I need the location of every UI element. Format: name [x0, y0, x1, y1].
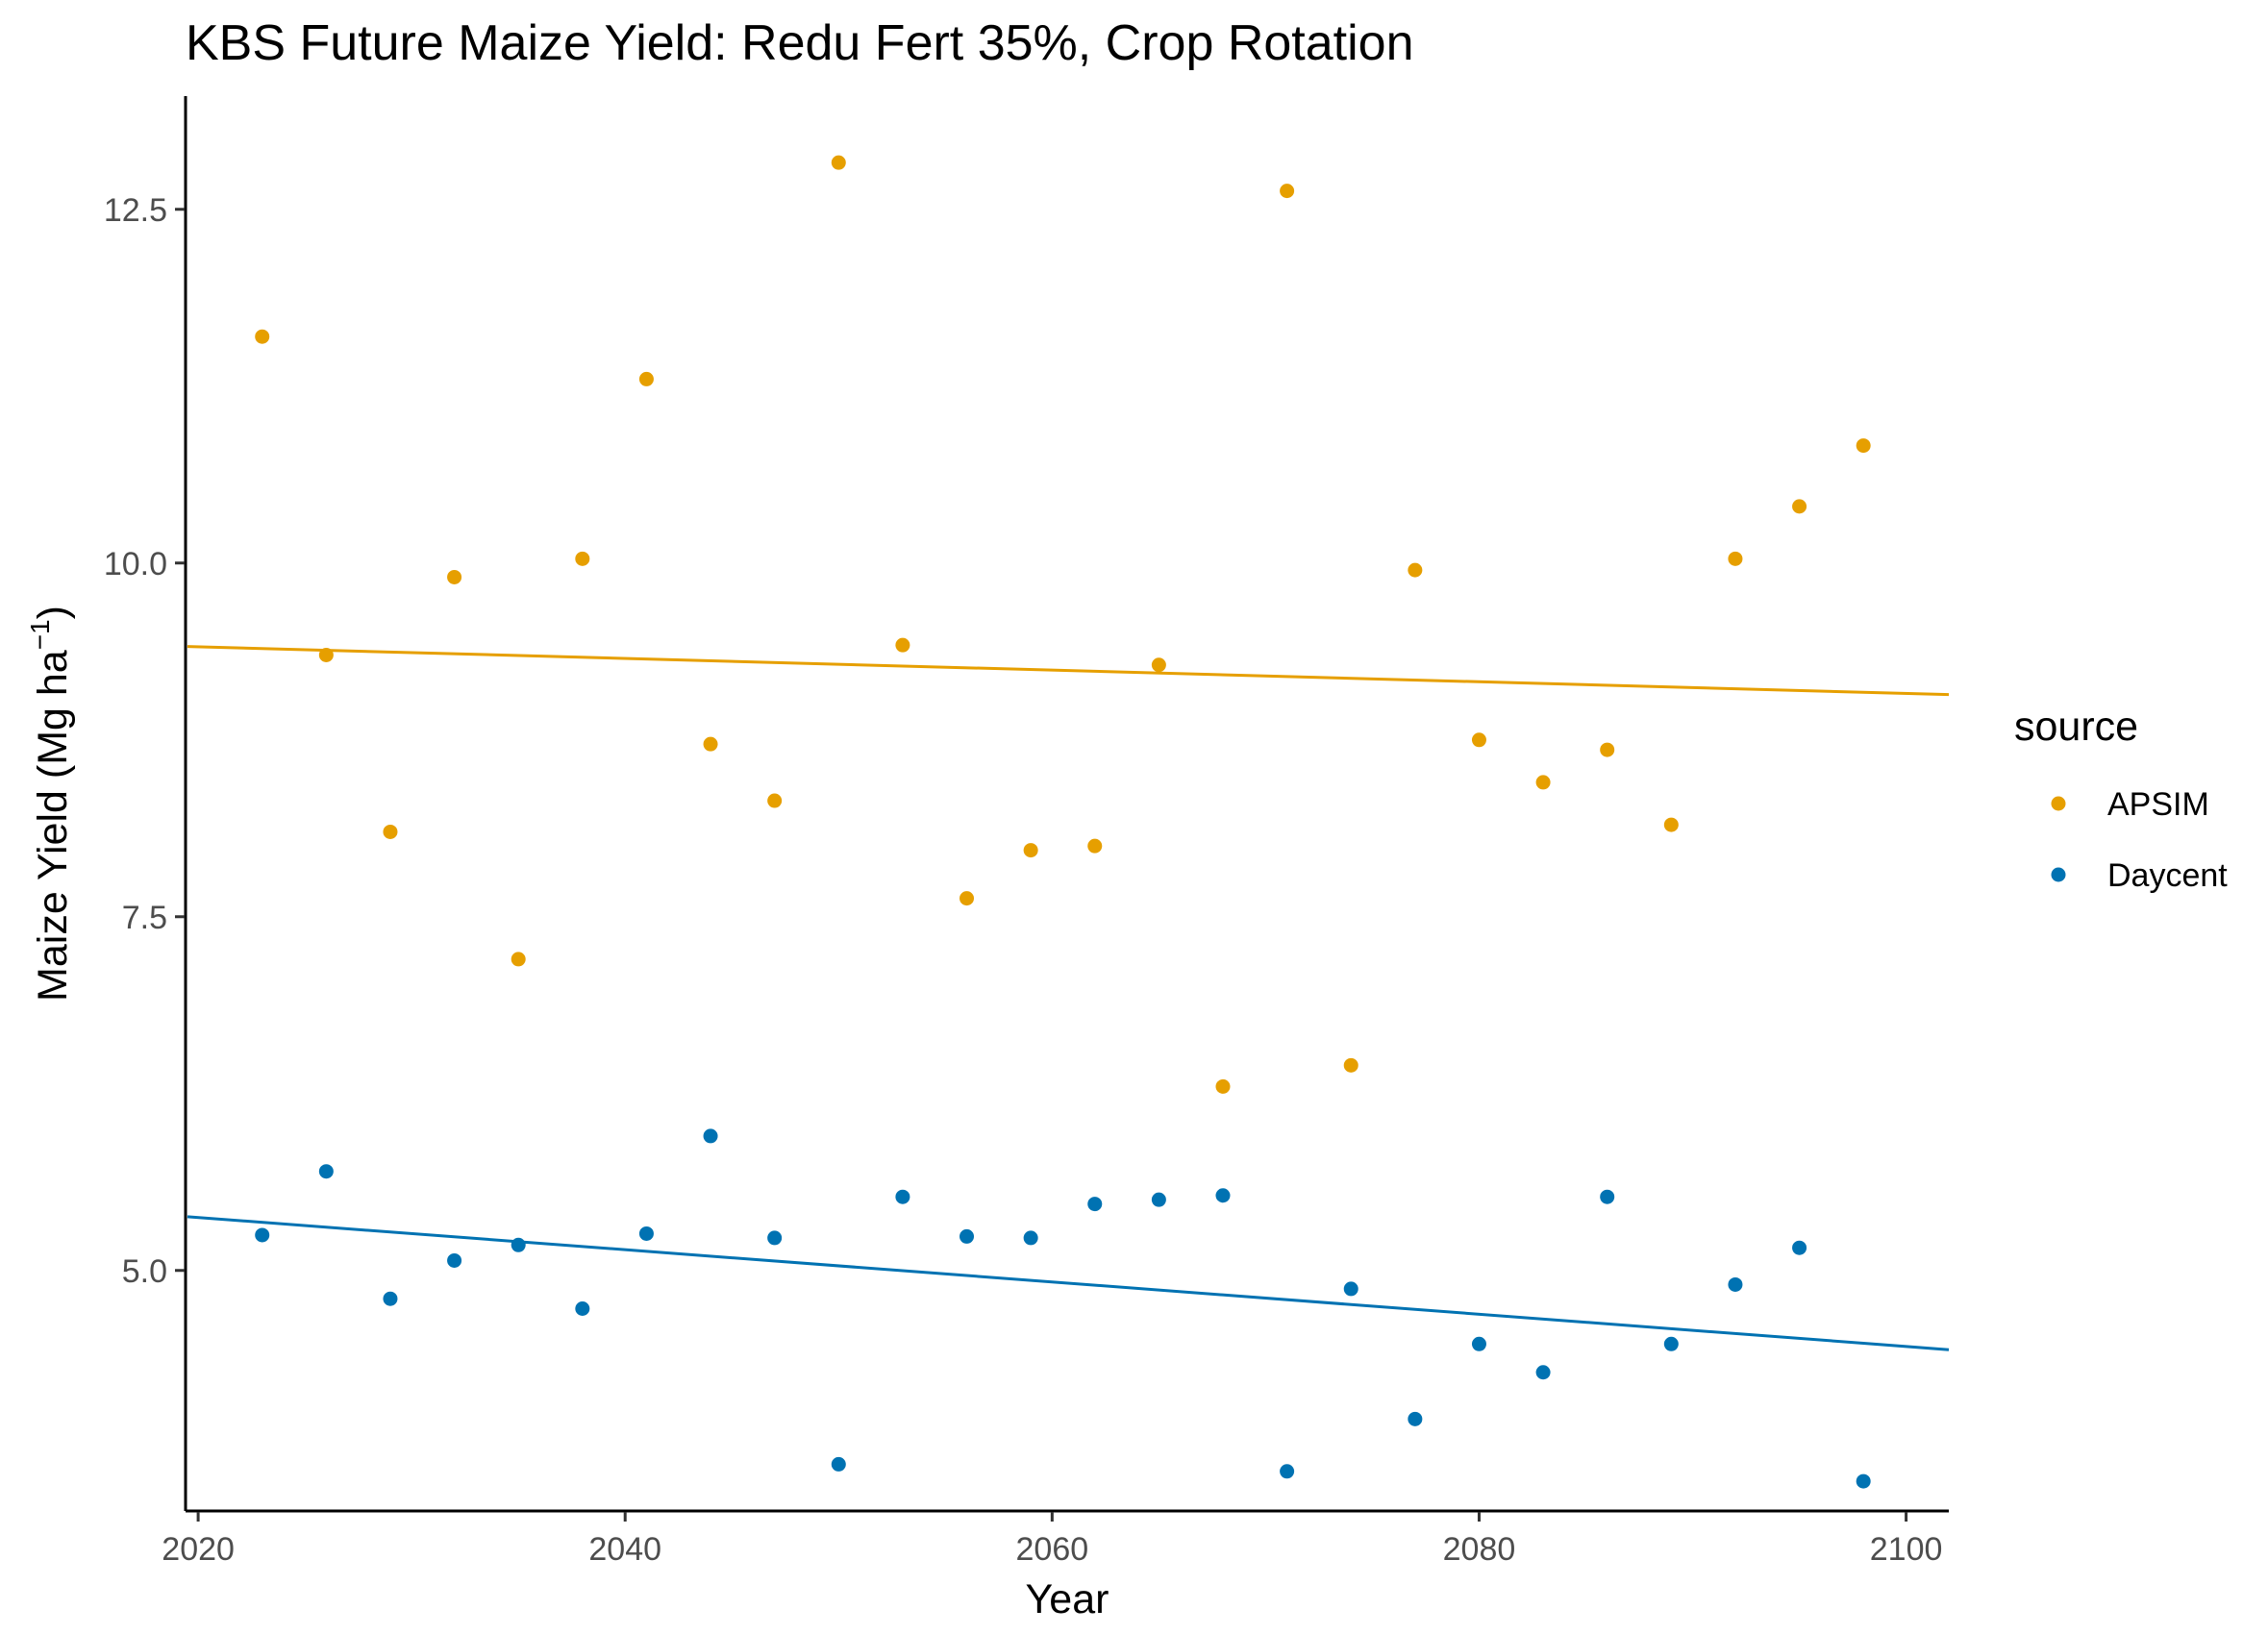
y-tick-label: 10.0	[104, 546, 167, 582]
apsim-point	[1408, 562, 1423, 578]
apsim-point	[1663, 817, 1679, 832]
apsim-point	[511, 952, 526, 967]
y-axis-title: Maize Yield (Mg ha−1)	[25, 606, 76, 1002]
daycent-point	[383, 1291, 398, 1306]
apsim-point	[767, 793, 783, 808]
apsim-point	[1151, 657, 1166, 673]
apsim-point	[1023, 843, 1038, 858]
y-tick-label: 7.5	[122, 900, 167, 936]
x-axis-ticks: 2020 2040 2060 2080 2100	[162, 1512, 1942, 1568]
plot-area	[187, 155, 1950, 1489]
apsim-point	[255, 329, 270, 344]
daycent-point	[1408, 1411, 1423, 1426]
daycent-point	[703, 1128, 718, 1144]
apsim-point	[1792, 499, 1807, 514]
apsim-point	[1280, 184, 1295, 199]
y-axis-title-superscript: −1	[25, 619, 55, 650]
apsim-point	[1728, 551, 1743, 566]
daycent-point	[960, 1228, 975, 1244]
apsim-point	[895, 637, 910, 653]
x-tick-label: 2100	[1870, 1531, 1943, 1568]
apsim-point	[1856, 438, 1871, 454]
x-tick-label: 2060	[1016, 1531, 1089, 1568]
daycent-point	[447, 1252, 462, 1268]
daycent-point	[1663, 1336, 1679, 1351]
trend-lines	[187, 645, 1950, 1351]
legend-key-apsim	[2051, 796, 2066, 811]
daycent-point	[1151, 1192, 1166, 1207]
daycent-point	[575, 1301, 590, 1317]
daycent-point	[1600, 1189, 1615, 1204]
legend-label-apsim: APSIM	[2107, 786, 2209, 823]
legend-title: source	[2014, 704, 2138, 750]
legend-keys: APSIM Daycent	[2051, 786, 2228, 894]
apsim-point	[638, 371, 654, 386]
apsim-point	[831, 155, 846, 170]
daycent-point	[255, 1227, 270, 1243]
daycent-point	[318, 1164, 334, 1179]
apsim-point	[447, 569, 462, 584]
apsim-point	[1600, 742, 1615, 757]
y-axis-title-close: )	[30, 606, 76, 619]
apsim-point	[1471, 732, 1486, 748]
x-tick-label: 2020	[162, 1531, 235, 1568]
daycent-point	[1215, 1188, 1231, 1203]
daycent-point	[1728, 1276, 1743, 1292]
apsim-point	[1215, 1078, 1231, 1094]
daycent-point	[895, 1189, 910, 1204]
y-tick-label: 5.0	[122, 1253, 167, 1290]
daycent-point	[831, 1456, 846, 1472]
apsim-trend-line	[187, 645, 1950, 697]
apsim-point	[1343, 1057, 1358, 1073]
y-axis-title-main: Maize Yield (Mg ha	[30, 650, 76, 1002]
chart-title: KBS Future Maize Yield: Redu Fert 35%, C…	[186, 15, 1414, 71]
apsim-point	[1087, 838, 1103, 854]
x-tick-label: 2080	[1443, 1531, 1516, 1568]
daycent-point	[1280, 1464, 1295, 1479]
legend-label-daycent: Daycent	[2107, 857, 2228, 894]
apsim-point	[1535, 775, 1551, 790]
daycent-trend-line	[187, 1215, 1950, 1351]
apsim-point	[318, 647, 334, 662]
y-axis-ticks: 5.0 7.5 10.0 12.5	[104, 192, 185, 1290]
daycent-point	[1535, 1365, 1551, 1380]
y-tick-label: 12.5	[104, 192, 167, 229]
daycent-point	[1087, 1197, 1103, 1212]
apsim-point	[575, 551, 590, 566]
daycent-point	[1023, 1230, 1038, 1246]
daycent-point	[767, 1230, 783, 1246]
apsim-point	[960, 891, 975, 906]
x-tick-label: 2040	[588, 1531, 661, 1568]
x-axis-title: Year	[1026, 1576, 1109, 1622]
legend-key-daycent	[2051, 867, 2066, 882]
daycent-point	[1471, 1336, 1486, 1351]
apsim-point	[383, 824, 398, 839]
daycent-point	[1343, 1281, 1358, 1297]
daycent-point	[638, 1226, 654, 1241]
daycent-point	[511, 1237, 526, 1252]
data-points	[255, 155, 1871, 1489]
daycent-point	[1792, 1240, 1807, 1255]
legend: source APSIM Daycent	[2014, 704, 2228, 894]
apsim-point	[703, 736, 718, 752]
daycent-point	[1856, 1473, 1871, 1489]
